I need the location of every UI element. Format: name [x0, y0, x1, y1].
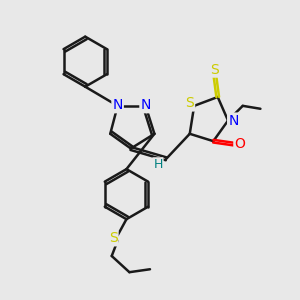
Text: H: H: [153, 158, 163, 171]
Text: N: N: [140, 98, 151, 112]
Text: S: S: [109, 231, 118, 245]
Text: N: N: [228, 114, 238, 128]
Text: S: S: [210, 63, 219, 76]
Text: N: N: [112, 98, 123, 112]
Text: S: S: [185, 97, 194, 110]
Text: O: O: [234, 137, 245, 151]
